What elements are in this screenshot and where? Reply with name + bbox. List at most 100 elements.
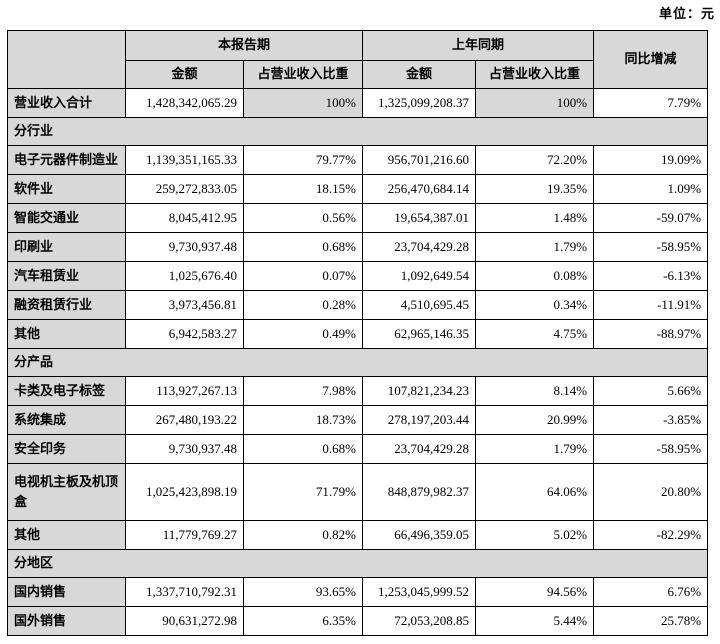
table-row: 其他 6,942,583.27 0.49% 62,965,146.35 4.75… (7, 319, 709, 349)
prior-pct: 5.44% (475, 606, 595, 636)
current-pct: 79.77% (242, 145, 364, 175)
header-prior-period: 上年同期 (362, 30, 595, 61)
prior-pct: 1.79% (475, 434, 595, 464)
prior-pct: 19.35% (475, 174, 595, 204)
row-label: 智能交通业 (7, 203, 126, 233)
yoy-value: -11.91% (593, 290, 709, 320)
yoy-value: 6.76% (593, 577, 709, 607)
table-row: 智能交通业 8,045,412.95 0.56% 19,654,387.01 1… (7, 203, 709, 233)
current-pct: 93.65% (242, 577, 364, 607)
prior-amount: 107,821,234.23 (362, 376, 477, 406)
current-amount: 1,428,342,065.29 (125, 88, 244, 118)
table-row: 软件业 259,272,833.05 18.15% 256,470,684.14… (7, 174, 709, 204)
yoy-value: -82.29% (593, 520, 709, 550)
prior-pct: 94.56% (475, 577, 595, 607)
section-header-row: 分行业 (6, 117, 709, 146)
prior-amount: 23,704,429.28 (362, 434, 477, 464)
header-empty-cell (7, 30, 126, 89)
table-row: 系统集成 267,480,193.22 18.73% 278,197,203.4… (7, 405, 709, 435)
section-header-row: 分地区 (6, 549, 709, 578)
header-row-metrics: 金额 占营业收入比重 金额 占营业收入比重 (8, 60, 708, 89)
current-amount: 11,779,769.27 (125, 520, 244, 550)
current-pct: 6.35% (242, 606, 364, 636)
row-label: 卡类及电子标签 (7, 376, 126, 406)
current-pct: 18.15% (242, 174, 364, 204)
prior-amount: 956,701,216.60 (362, 145, 477, 175)
row-label: 印刷业 (7, 232, 126, 262)
table-row: 电视机主板及机顶盒 1,025,423,898.19 71.79% 848,87… (7, 463, 709, 521)
header-prior-amount: 金额 (362, 60, 477, 89)
prior-amount: 19,654,387.01 (362, 203, 477, 233)
prior-pct: 1.79% (475, 232, 595, 262)
prior-amount: 23,704,429.28 (362, 232, 477, 262)
revenue-breakdown-table: 本报告期 上年同期 同比增减 金额 占营业收入比重 金额 占营业收入比重 营业收… (6, 30, 709, 636)
prior-amount: 256,470,684.14 (362, 174, 477, 204)
header-current-amount: 金额 (125, 60, 244, 89)
current-amount: 259,272,833.05 (125, 174, 244, 204)
current-pct: 0.68% (242, 434, 364, 464)
section-title: 分地区 (6, 549, 709, 578)
prior-amount: 62,965,146.35 (362, 319, 477, 349)
prior-amount: 1,092,649.54 (362, 261, 477, 291)
section-header-row: 分产品 (6, 348, 709, 377)
current-amount: 1,025,676.40 (125, 261, 244, 291)
prior-pct: 8.14% (475, 376, 595, 406)
unit-label: 单位：元 (658, 6, 715, 21)
row-label: 融资租赁行业 (7, 290, 126, 320)
prior-amount: 4,510,695.45 (362, 290, 477, 320)
current-pct: 71.79% (242, 463, 364, 521)
header-yoy: 同比增减 (593, 30, 709, 89)
table-row: 电子元器件制造业 1,139,351,165.33 79.77% 956,701… (7, 145, 709, 175)
current-amount: 6,942,583.27 (125, 319, 244, 349)
header-current-pct: 占营业收入比重 (242, 60, 364, 89)
row-label: 系统集成 (7, 405, 126, 435)
table-row: 融资租赁行业 3,973,456.81 0.28% 4,510,695.45 0… (7, 290, 709, 320)
row-label: 营业收入合计 (7, 88, 126, 118)
yoy-value: -58.95% (593, 434, 709, 464)
current-amount: 1,337,710,792.31 (125, 577, 244, 607)
current-pct: 0.56% (242, 203, 364, 233)
yoy-value: -59.07% (593, 203, 709, 233)
table-row: 国内销售 1,337,710,792.31 93.65% 1,253,045,9… (7, 577, 709, 607)
prior-pct: 100% (475, 88, 595, 118)
table-row: 其他 11,779,769.27 0.82% 66,496,359.05 5.0… (7, 520, 709, 550)
current-pct: 100% (242, 88, 364, 118)
table-row: 印刷业 9,730,937.48 0.68% 23,704,429.28 1.7… (7, 232, 709, 262)
current-amount: 1,139,351,165.33 (125, 145, 244, 175)
table-row: 国外销售 90,631,272.98 6.35% 72,053,208.85 5… (7, 606, 709, 636)
current-amount: 267,480,193.22 (125, 405, 244, 435)
yoy-value: 1.09% (593, 174, 709, 204)
table-row: 卡类及电子标签 113,927,267.13 7.98% 107,821,234… (7, 376, 709, 406)
current-pct: 0.28% (242, 290, 364, 320)
current-pct: 7.98% (242, 376, 364, 406)
yoy-value: 19.09% (593, 145, 709, 175)
header-current-period: 本报告期 (124, 30, 364, 61)
row-label: 国内销售 (7, 577, 126, 607)
table-row: 汽车租赁业 1,025,676.40 0.07% 1,092,649.54 0.… (7, 261, 709, 291)
prior-pct: 4.75% (475, 319, 595, 349)
prior-amount: 278,197,203.44 (362, 405, 477, 435)
yoy-value: -6.13% (593, 261, 709, 291)
prior-amount: 848,879,982.37 (362, 463, 477, 521)
row-label: 软件业 (7, 174, 126, 204)
yoy-value: 20.80% (593, 463, 709, 521)
prior-amount: 1,253,045,999.52 (362, 577, 477, 607)
yoy-value: -88.97% (593, 319, 709, 349)
prior-pct: 72.20% (475, 145, 595, 175)
yoy-value: -58.95% (593, 232, 709, 262)
row-label: 电子元器件制造业 (7, 145, 126, 175)
row-label: 其他 (7, 319, 126, 349)
current-amount: 9,730,937.48 (125, 232, 244, 262)
table-row: 安全印务 9,730,937.48 0.68% 23,704,429.28 1.… (7, 434, 709, 464)
current-amount: 3,973,456.81 (125, 290, 244, 320)
yoy-value: -3.85% (593, 405, 709, 435)
section-title: 分产品 (6, 348, 709, 377)
row-label: 安全印务 (7, 434, 126, 464)
row-label: 电视机主板及机顶盒 (7, 463, 126, 521)
prior-amount: 72,053,208.85 (362, 606, 477, 636)
yoy-value: 5.66% (593, 376, 709, 406)
header-row-periods: 本报告期 上年同期 同比增减 (7, 30, 709, 89)
row-label: 国外销售 (7, 606, 126, 636)
table-row-total: 营业收入合计 1,428,342,065.29 100% 1,325,099,2… (7, 88, 709, 118)
current-amount: 8,045,412.95 (125, 203, 244, 233)
